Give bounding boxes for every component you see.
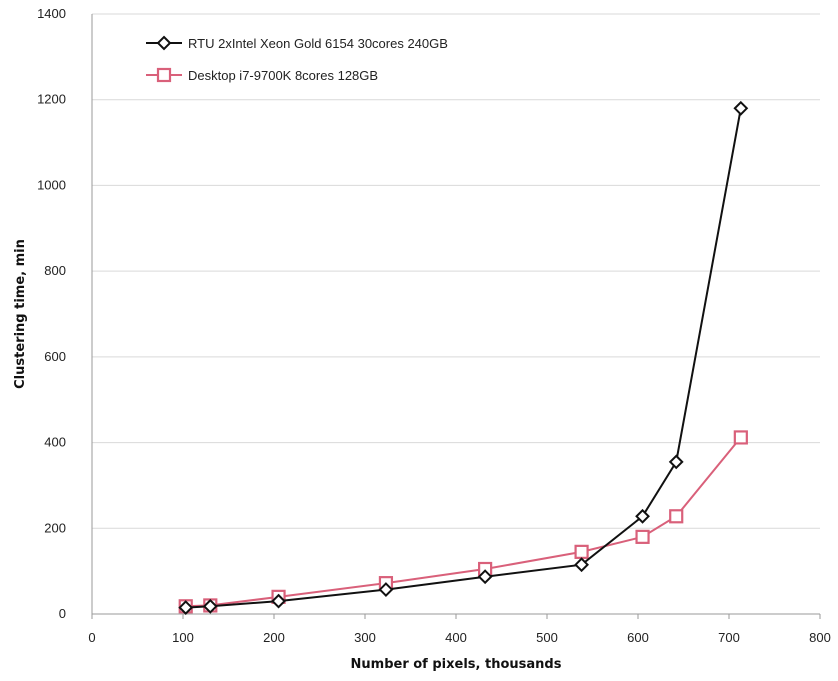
series-line: [185, 436, 742, 608]
x-tick-label: 600: [627, 630, 649, 645]
y-tick-label: 200: [44, 520, 66, 535]
series-1: [178, 100, 749, 615]
y-tick-label: 1400: [37, 6, 66, 21]
x-tick-label: 700: [718, 630, 740, 645]
data-point: [574, 544, 589, 559]
y-tick-label: 800: [44, 263, 66, 278]
legend-item: Desktop i7-9700K 8cores 128GB: [146, 67, 378, 83]
data-point: [635, 529, 650, 544]
data-point: [378, 582, 394, 597]
legend-marker: [156, 35, 172, 51]
y-tick-label: 600: [44, 349, 66, 364]
y-tick-label: 0: [59, 606, 66, 621]
y-tick-label: 1200: [37, 92, 66, 107]
y-tick-label: 400: [44, 435, 66, 450]
data-point: [635, 508, 650, 524]
legend-marker: [156, 67, 172, 83]
legend-label: RTU 2xIntel Xeon Gold 6154 30cores 240GB: [188, 36, 448, 51]
legend-item: RTU 2xIntel Xeon Gold 6154 30cores 240GB: [146, 35, 448, 51]
series-2: [178, 430, 748, 614]
data-point: [668, 454, 684, 470]
axes: 0 200 400 600 800 1000 1200 1400 0 100 200 300 400 50…: [37, 6, 831, 645]
x-tick-label: 100: [172, 630, 194, 645]
x-tick-label: 800: [809, 630, 831, 645]
data-point: [202, 598, 218, 614]
data-point: [733, 100, 749, 116]
gridlines: [92, 13, 820, 529]
x-tick-label: 500: [536, 630, 558, 645]
x-tick-label: 300: [354, 630, 376, 645]
x-axis-title: Number of pixels, thousands: [351, 657, 562, 672]
x-tick-label: 400: [445, 630, 467, 645]
legend: RTU 2xIntel Xeon Gold 6154 30cores 240GB…: [146, 35, 448, 83]
legend-label: Desktop i7-9700K 8cores 128GB: [188, 68, 378, 83]
x-tick-label: 200: [263, 630, 285, 645]
data-point: [178, 600, 194, 615]
data-point: [574, 557, 589, 573]
data-point: [271, 593, 286, 609]
data-point: [477, 569, 493, 585]
data-point: [669, 509, 684, 524]
x-tick-label: 0: [88, 630, 95, 645]
data-point: [733, 430, 748, 445]
series-line: [185, 108, 742, 609]
y-axis-title: Clustering time, min: [13, 239, 28, 389]
series-group: [178, 100, 749, 615]
y-tick-label: 1000: [37, 177, 66, 192]
